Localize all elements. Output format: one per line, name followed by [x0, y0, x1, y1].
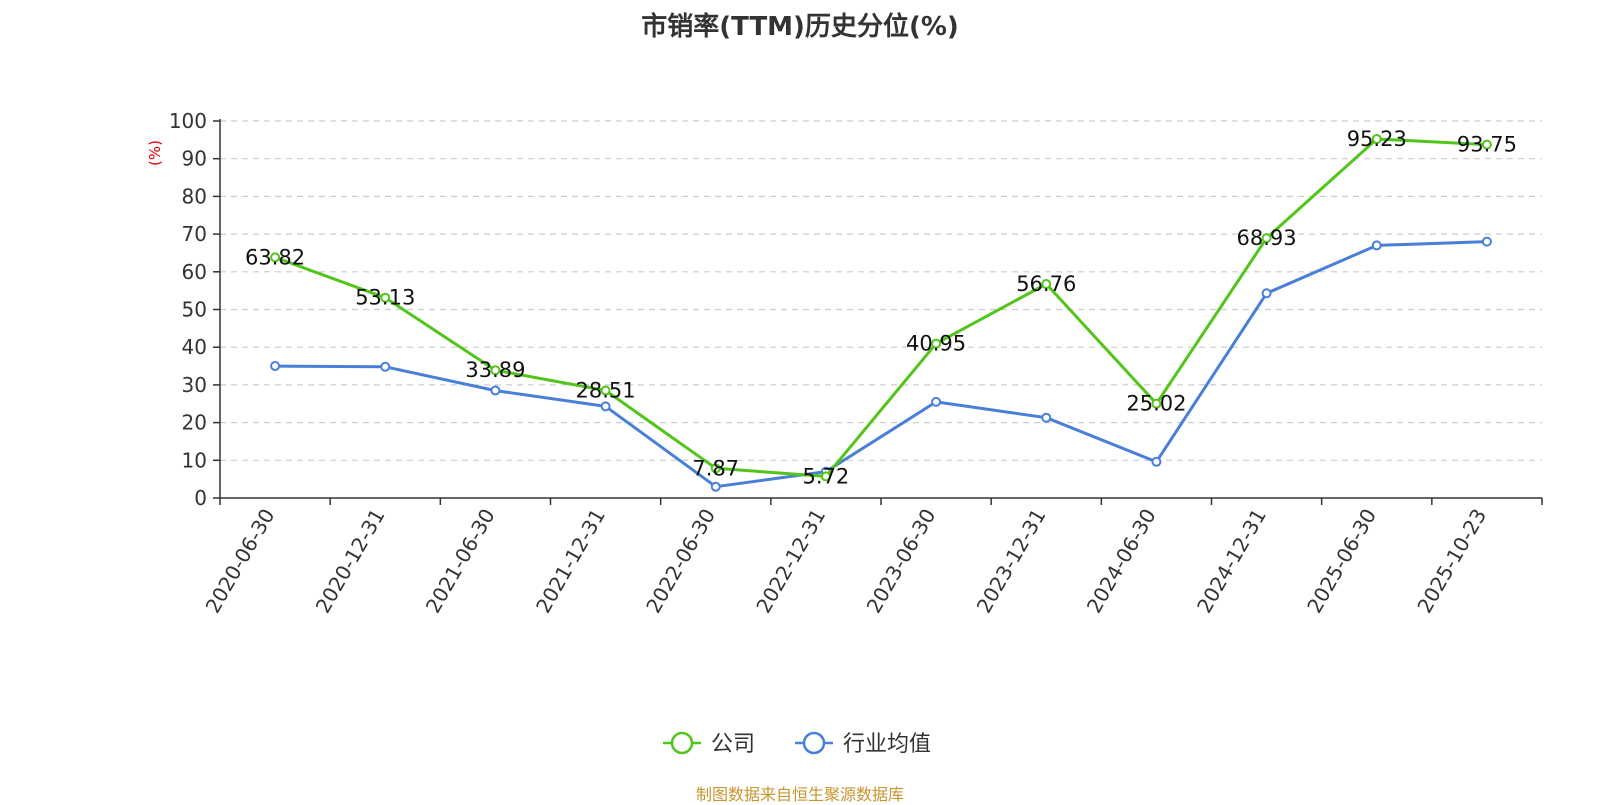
data-point: [931, 396, 942, 407]
y-tick-label: 90: [182, 147, 207, 171]
legend: 公司 行业均值: [663, 731, 931, 757]
x-tick-label: 2020-12-31: [311, 505, 390, 618]
data-point: [490, 385, 501, 396]
data-point: [710, 481, 721, 492]
y-tick-label: 60: [182, 260, 207, 284]
data-point: [270, 252, 281, 263]
data-point: [1261, 233, 1272, 244]
data-point: [931, 338, 942, 349]
data-point: [1261, 288, 1272, 299]
data-labels: 63.82 53.13 33.89 28.51 7.87 5.72 40.95 56.76 25…: [245, 127, 1517, 488]
grid-lines: [220, 120, 1542, 461]
x-tick-label: 2021-12-31: [531, 505, 610, 618]
x-tick-label: 2024-12-31: [1192, 505, 1271, 618]
data-point: [1371, 133, 1382, 144]
x-tick-label: 2025-06-30: [1302, 505, 1381, 618]
data-label: 63.82: [245, 245, 305, 269]
x-tick-label: 2022-12-31: [751, 505, 830, 618]
data-label: 95.23: [1347, 127, 1407, 151]
data-point: [1151, 398, 1162, 409]
x-tick-label: 2025-10-23: [1412, 505, 1491, 618]
chart-title: 市销率(TTM)历史分位(%): [641, 12, 959, 42]
data-point: [1151, 456, 1162, 467]
data-point: [1041, 279, 1052, 290]
y-tick-label: 20: [182, 411, 207, 435]
data-point: [1481, 139, 1492, 150]
y-tick-label: 40: [182, 335, 207, 359]
data-point: [820, 471, 831, 482]
y-tick-label: 0: [194, 486, 207, 510]
legend-label: 公司: [711, 732, 755, 757]
data-point: [490, 365, 501, 376]
y-tick-label: 70: [182, 222, 207, 246]
data-point: [710, 463, 721, 474]
x-tick-label: 2024-06-30: [1082, 505, 1161, 618]
source-note: 制图数据来自恒生聚源数据库: [695, 785, 904, 804]
data-point: [600, 401, 611, 412]
data-point: [270, 361, 281, 372]
x-tick-label: 2023-12-31: [972, 505, 1051, 618]
data-label: 7.87: [692, 456, 739, 480]
data-label: 5.72: [803, 464, 850, 488]
legend-marker: [802, 731, 826, 755]
y-tick-label: 100: [169, 109, 207, 133]
x-tick-label: 2022-06-30: [641, 505, 720, 618]
data-label: 68.93: [1237, 226, 1297, 250]
data-point: [380, 292, 391, 303]
y-tick-label: 10: [182, 448, 207, 472]
data-label: 25.02: [1126, 392, 1186, 416]
data-point: [1371, 240, 1382, 251]
y-tick-label: 30: [182, 373, 207, 397]
data-point: [380, 361, 391, 372]
data-label: 56.76: [1016, 272, 1076, 296]
data-label: 93.75: [1457, 133, 1517, 157]
x-tick-label: 2020-06-30: [201, 505, 280, 618]
series-line-industry-average: [275, 240, 1487, 489]
data-label: 28.51: [576, 379, 636, 403]
data-label: 40.95: [906, 332, 966, 356]
series-line-company: [274, 137, 1487, 478]
x-tick-label: 2023-06-30: [862, 504, 941, 617]
data-label: 33.89: [465, 358, 525, 382]
data-label: 53.13: [355, 286, 415, 310]
y-axis-title: (%): [146, 140, 164, 166]
data-point: [1481, 236, 1492, 247]
axes: 0 10 20 30 40 50 60 70 80 90 100 2020-06-30 2020-12-…: [169, 109, 1543, 618]
x-tick-label: 2021-06-30: [421, 504, 500, 617]
legend-marker: [670, 731, 694, 755]
y-tick-label: 80: [182, 184, 207, 208]
series-lines: [270, 133, 1492, 492]
legend-label: 行业均值: [843, 732, 931, 757]
data-point: [1041, 412, 1052, 423]
data-point: [600, 385, 611, 396]
y-tick-label: 50: [182, 298, 207, 322]
